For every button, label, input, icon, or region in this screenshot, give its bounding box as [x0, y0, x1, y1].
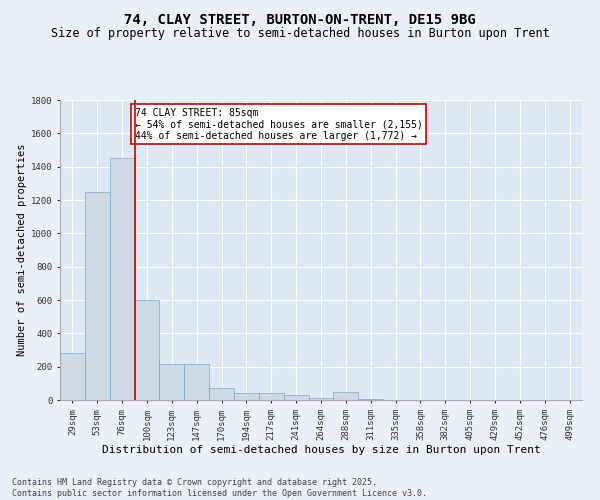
Text: Size of property relative to semi-detached houses in Burton upon Trent: Size of property relative to semi-detach…	[50, 28, 550, 40]
Bar	[160, 364, 184, 400]
Text: 74 CLAY STREET: 85sqm
← 54% of semi-detached houses are smaller (2,155)
44% of s: 74 CLAY STREET: 85sqm ← 54% of semi-deta…	[134, 108, 422, 140]
Text: Contains HM Land Registry data © Crown copyright and database right 2025.
Contai: Contains HM Land Registry data © Crown c…	[12, 478, 427, 498]
Bar	[308, 398, 334, 400]
Text: 74, CLAY STREET, BURTON-ON-TRENT, DE15 9BG: 74, CLAY STREET, BURTON-ON-TRENT, DE15 9…	[124, 12, 476, 26]
Bar	[358, 398, 383, 400]
Bar	[334, 392, 358, 400]
Bar	[284, 395, 308, 400]
X-axis label: Distribution of semi-detached houses by size in Burton upon Trent: Distribution of semi-detached houses by …	[101, 446, 541, 456]
Bar	[85, 192, 110, 400]
Bar	[234, 392, 259, 400]
Bar	[110, 158, 134, 400]
Bar	[134, 300, 160, 400]
Bar	[184, 364, 209, 400]
Bar	[60, 354, 85, 400]
Bar	[209, 388, 234, 400]
Y-axis label: Number of semi-detached properties: Number of semi-detached properties	[17, 144, 26, 356]
Bar	[259, 394, 284, 400]
